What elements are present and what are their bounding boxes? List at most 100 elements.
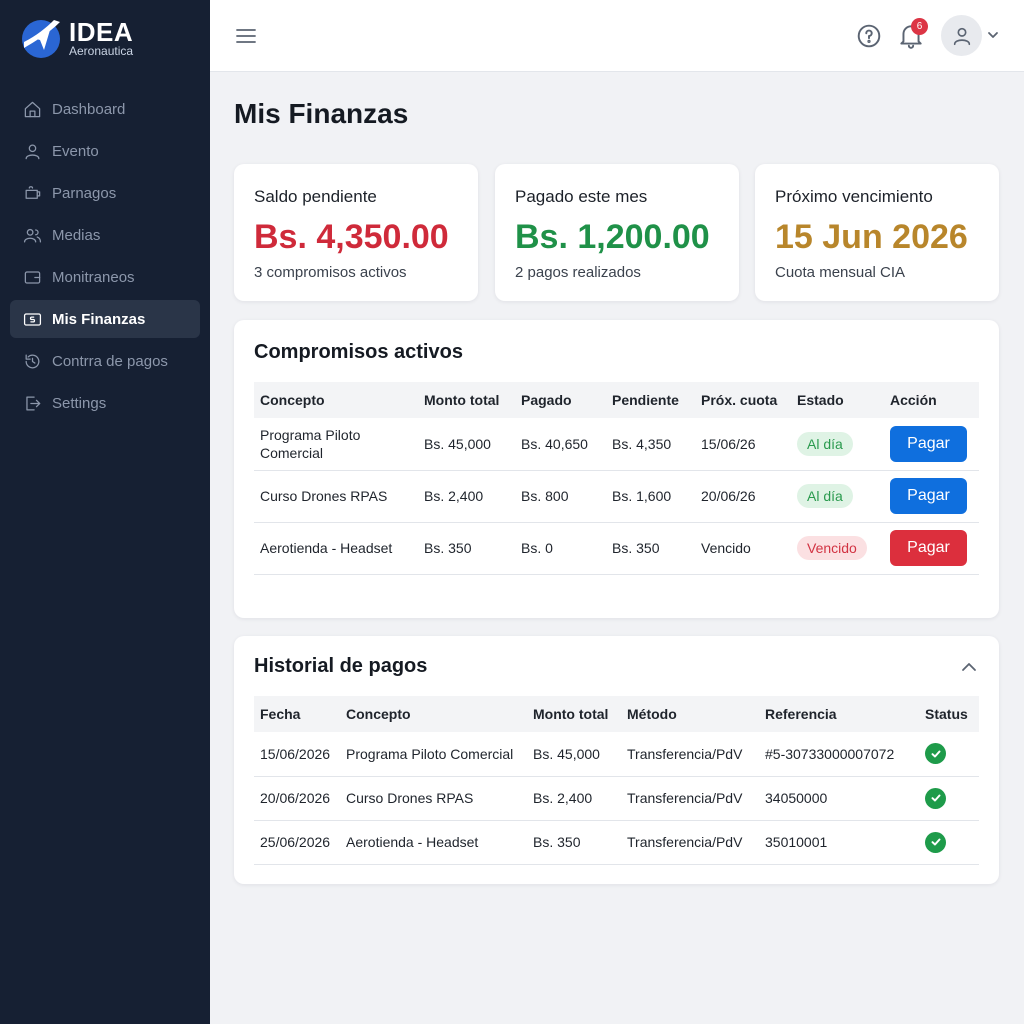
money-icon (22, 309, 42, 329)
brand-logo[interactable]: IDEA Aeronautica (20, 16, 200, 60)
cell-metodo: Transferencia/PdV (621, 732, 759, 777)
brand-title: IDEA (69, 17, 134, 47)
check-circle-icon (925, 743, 946, 765)
cell-accion: Pagar (884, 522, 979, 575)
stat-label: Saldo pendiente (254, 187, 377, 206)
cell-accion: Pagar (884, 470, 979, 523)
help-icon[interactable] (856, 23, 882, 49)
table-row: 25/06/2026 Aerotienda - Headset Bs. 350 … (254, 820, 979, 865)
cell-concepto: Programa Piloto Comercial (254, 418, 418, 471)
cell-estado: Vencido (791, 522, 884, 575)
history-icon (22, 351, 42, 371)
cell-pendiente: Bs. 350 (606, 522, 695, 575)
cell-pendiente: Bs. 1,600 (606, 470, 695, 523)
cell-monto: Bs. 45,000 (527, 732, 621, 777)
cell-monto: Bs. 350 (527, 820, 621, 865)
sidebar-item-settings[interactable]: Settings (10, 384, 200, 422)
column-header: Pagado (515, 382, 606, 418)
wallet-icon (22, 267, 42, 287)
table-header-row: Concepto Monto total Pagado Pendiente Pr… (254, 382, 979, 418)
hamburger-menu-icon[interactable] (234, 24, 258, 48)
logout-icon (22, 393, 42, 413)
cell-concepto: Curso Drones RPAS (340, 776, 527, 821)
column-header: Próx. cuota (695, 382, 791, 418)
sidebar-item-label: Mis Finanzas (52, 310, 146, 328)
historial-table: Fecha Concepto Monto total Método Refere… (254, 696, 979, 865)
brand-subtitle: Aeronautica (69, 44, 134, 58)
sidebar-item-monitraneos[interactable]: Monitraneos (10, 258, 200, 296)
cell-referencia: 35010001 (759, 820, 919, 865)
notification-badge: 6 (911, 18, 928, 35)
sidebar-item-label: Parnagos (52, 184, 117, 202)
status-badge: Al día (797, 484, 853, 508)
stat-card-pagado: Pagado este mes Bs. 1,200.00 2 pagos rea… (495, 164, 739, 301)
cell-concepto: Aerotienda - Headset (340, 820, 527, 865)
column-header: Pendiente (606, 382, 695, 418)
compromisos-title: Compromisos activos (254, 341, 463, 363)
sidebar-item-label: Contrra de pagos (52, 352, 168, 370)
avatar[interactable] (941, 15, 982, 56)
page-title: Mis Finanzas (234, 98, 409, 129)
cell-monto: Bs. 2,400 (527, 776, 621, 821)
cell-concepto: Curso Drones RPAS (254, 470, 418, 523)
chevron-up-icon[interactable] (960, 658, 978, 676)
cell-cuota: 20/06/26 (695, 470, 791, 523)
column-header: Estado (791, 382, 884, 418)
cell-pagado: Bs. 40,650 (515, 418, 606, 471)
sidebar-item-parnagos[interactable]: Parnagos (10, 174, 200, 212)
stat-value: 15 Jun 2026 (775, 218, 968, 256)
sidebar-item-contrra-de-pagos[interactable]: Contrra de pagos (10, 342, 200, 380)
column-header: Acción (884, 382, 979, 418)
column-header: Monto total (418, 382, 515, 418)
stat-label: Próximo vencimiento (775, 187, 933, 206)
historial-title: Historial de pagos (254, 655, 428, 677)
cell-concepto: Aerotienda - Headset (254, 522, 418, 575)
plane-logo-icon (22, 20, 60, 58)
sidebar-item-medias[interactable]: Medias (10, 216, 200, 254)
sidebar-item-mis-finanzas[interactable]: Mis Finanzas (10, 300, 200, 338)
chevron-down-icon[interactable] (986, 28, 1000, 42)
user-avatar-icon (953, 27, 970, 45)
pay-button[interactable]: Pagar (890, 530, 967, 566)
cell-status (919, 732, 979, 777)
cell-metodo: Transferencia/PdV (621, 776, 759, 821)
top-header: 6 (210, 0, 1024, 72)
sidebar-item-label: Evento (52, 142, 99, 160)
column-header: Fecha (254, 696, 340, 732)
stat-subtext: 3 compromisos activos (254, 264, 407, 281)
cell-referencia: 34050000 (759, 776, 919, 821)
home-icon (22, 99, 42, 119)
cell-status (919, 820, 979, 865)
pay-button[interactable]: Pagar (890, 425, 967, 462)
check-circle-icon (925, 787, 946, 809)
cell-fecha: 25/06/2026 (254, 820, 340, 865)
sidebar-item-dashboard[interactable]: Dashboard (10, 90, 200, 128)
stat-label: Pagado este mes (515, 187, 648, 206)
status-badge: Vencido (797, 536, 867, 560)
table-row: 15/06/2026 Programa Piloto Comercial Bs.… (254, 732, 979, 777)
compromisos-card: Compromisos activos Concepto Monto total… (234, 320, 999, 618)
column-header: Método (621, 696, 759, 732)
cell-concepto: Programa Piloto Comercial (340, 732, 527, 777)
stat-value: Bs. 4,350.00 (254, 218, 449, 256)
stat-subtext: Cuota mensual CIA (775, 264, 906, 281)
sidebar: IDEA Aeronautica Dashboard Evento Parnag… (0, 0, 210, 1024)
cell-pagado: Bs. 800 (515, 470, 606, 523)
cell-fecha: 20/06/2026 (254, 776, 340, 821)
cell-cuota: Vencido (695, 522, 791, 575)
stat-card-vencimiento: Próximo vencimiento 15 Jun 2026 Cuota me… (755, 164, 999, 301)
stat-subtext: 2 pagos realizados (515, 264, 641, 281)
compromisos-table: Concepto Monto total Pagado Pendiente Pr… (254, 382, 979, 575)
column-header: Concepto (254, 382, 418, 418)
check-circle-icon (925, 831, 946, 853)
cell-pagado: Bs. 0 (515, 522, 606, 575)
users-icon (22, 225, 42, 245)
sidebar-item-evento[interactable]: Evento (10, 132, 200, 170)
pay-button[interactable]: Pagar (890, 478, 967, 514)
cell-metodo: Transferencia/PdV (621, 820, 759, 865)
cell-accion: Pagar (884, 418, 979, 471)
cell-monto: Bs. 45,000 (418, 418, 515, 471)
table-row: 20/06/2026 Curso Drones RPAS Bs. 2,400 T… (254, 776, 979, 821)
column-header: Monto total (527, 696, 621, 732)
stat-card-saldo: Saldo pendiente Bs. 4,350.00 3 compromis… (234, 164, 478, 301)
